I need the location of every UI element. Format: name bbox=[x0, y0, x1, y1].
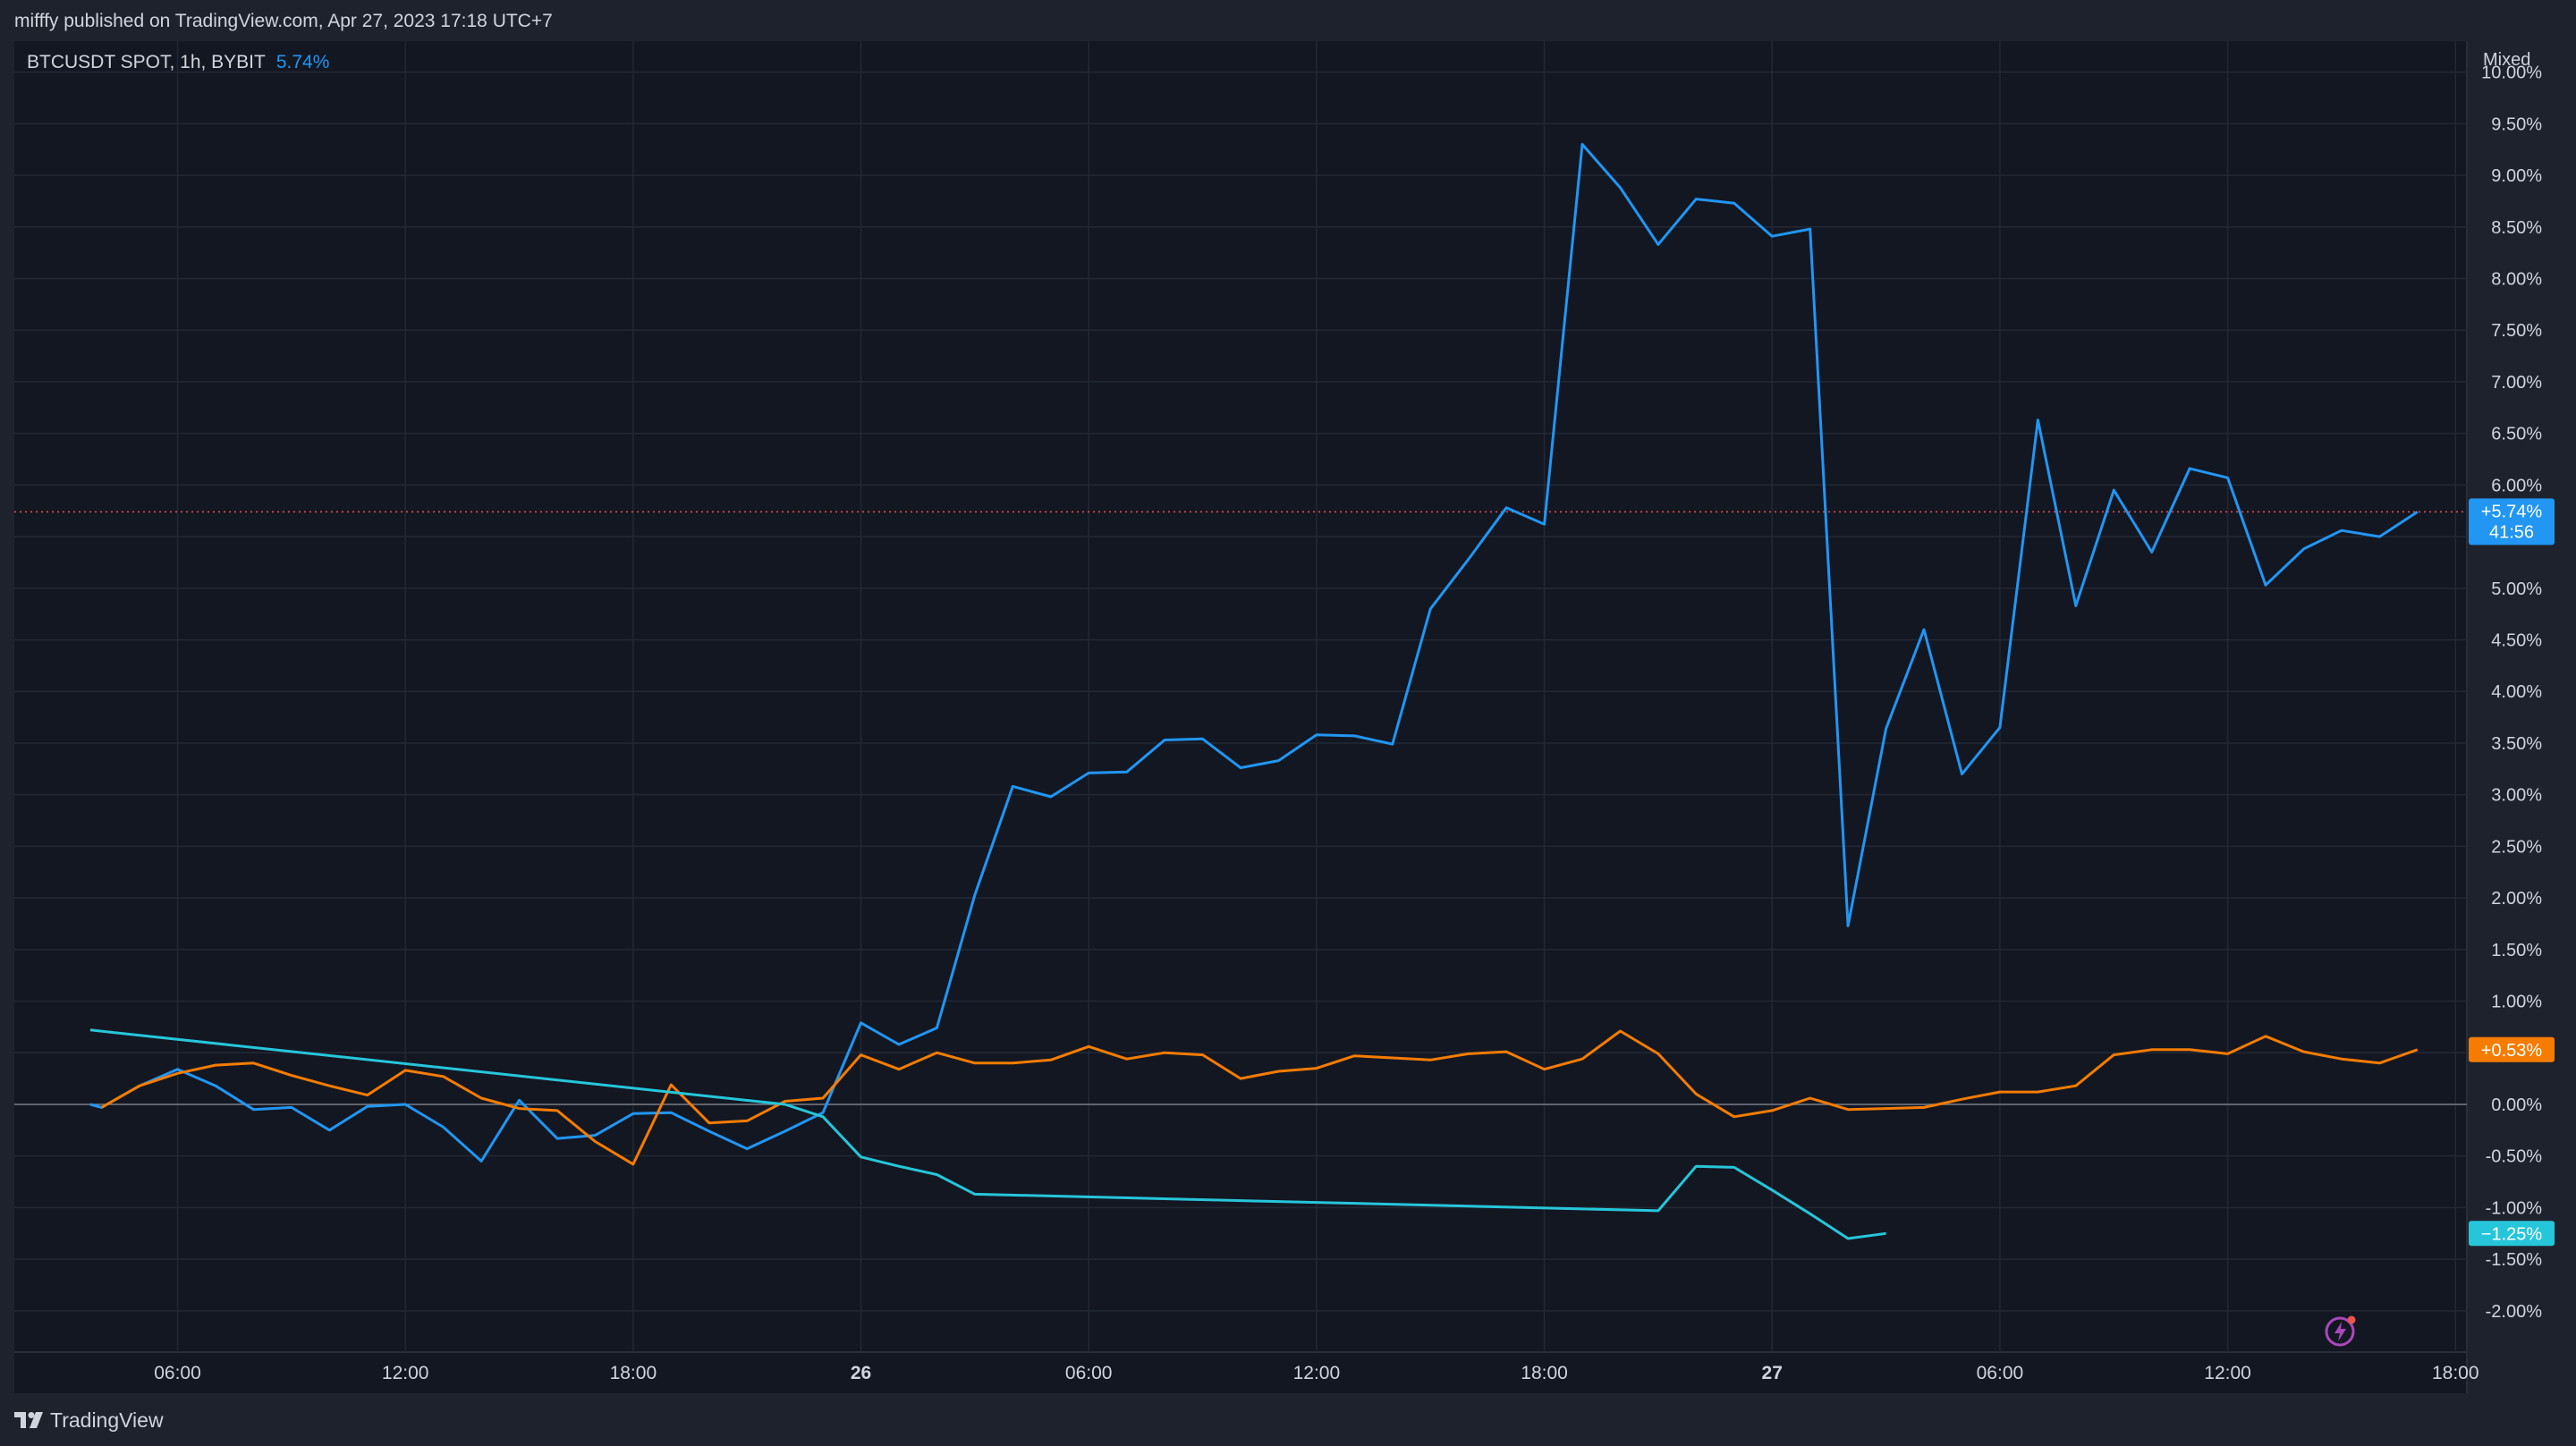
y-tick-label: 9.50% bbox=[2491, 114, 2542, 134]
tradingview-wordmark: TradingView bbox=[50, 1408, 164, 1432]
series-line-3[interactable] bbox=[89, 1028, 1886, 1240]
series-line-2[interactable] bbox=[100, 1029, 2419, 1166]
bar-countdown-text: 41:56 bbox=[2489, 522, 2534, 542]
last-value-badge-3 bbox=[2469, 1221, 2555, 1247]
y-tick-label: 7.00% bbox=[2491, 373, 2542, 393]
published-info: mifffy published on TradingView.com, Apr… bbox=[14, 11, 553, 31]
series-group bbox=[89, 142, 2419, 1240]
last-value-text-1: +5.74% bbox=[2481, 502, 2543, 521]
x-tick-label: 12:00 bbox=[382, 1363, 429, 1383]
lightning-bolt-icon[interactable] bbox=[2324, 1314, 2360, 1349]
y-tick-label: -2.00% bbox=[2486, 1302, 2543, 1322]
y-tick-label: 2.50% bbox=[2491, 837, 2542, 857]
time-axis[interactable]: 06:00 12:00 18:00 26 06:00 12:00 18:00 27 06:00 1… bbox=[154, 1363, 2479, 1383]
tradingview-brand[interactable]: TradingView bbox=[14, 1407, 164, 1433]
last-value-text-3: −1.25% bbox=[2481, 1224, 2543, 1244]
y-tick-label: 3.00% bbox=[2491, 786, 2542, 806]
last-value-text-2: +0.53% bbox=[2481, 1041, 2543, 1061]
symbol-name[interactable]: BTCUSDT SPOT, 1h, BYBIT bbox=[27, 52, 266, 72]
y-tick-label: 7.50% bbox=[2491, 321, 2542, 341]
x-tick-label: 27 bbox=[1762, 1363, 1783, 1383]
x-tick-label: 18:00 bbox=[1521, 1363, 1568, 1383]
y-tick-label: 6.50% bbox=[2491, 425, 2542, 444]
last-value-badge-2 bbox=[2469, 1036, 2555, 1062]
y-tick-label: 10.00% bbox=[2481, 63, 2542, 83]
plot-area[interactable] bbox=[14, 41, 2467, 1393]
symbol-change: 5.74% bbox=[275, 52, 330, 72]
y-tick-label: 8.00% bbox=[2491, 269, 2542, 289]
tradingview-logo-icon bbox=[14, 1412, 43, 1428]
scale-mode-label[interactable]: Mixed bbox=[2483, 50, 2531, 70]
last-value-badge-1 bbox=[2469, 498, 2555, 545]
y-tick-label: 1.00% bbox=[2491, 993, 2542, 1012]
y-tick-label: 2.00% bbox=[2491, 889, 2542, 909]
x-tick-label: 18:00 bbox=[610, 1363, 657, 1383]
x-tick-label: 12:00 bbox=[1293, 1363, 1341, 1383]
top-bar: mifffy published on TradingView.com, Apr… bbox=[0, 0, 2576, 41]
y-tick-label: -0.50% bbox=[2486, 1147, 2543, 1167]
price-axis[interactable]: 10.00% 9.50% 9.00% 8.50% 8.00% 7.50% 7.00% 6.50… bbox=[2481, 63, 2542, 1322]
y-tick-label: 4.00% bbox=[2491, 682, 2542, 702]
y-tick-label: 9.00% bbox=[2491, 166, 2542, 186]
y-tick-label: -1.50% bbox=[2486, 1250, 2543, 1270]
y-tick-label: 6.00% bbox=[2491, 476, 2542, 495]
last-value-labels: +5.74%41:56 +0.53% −1.25% bbox=[2469, 498, 2555, 1247]
grid bbox=[14, 41, 2467, 1352]
x-tick-label: 06:00 bbox=[1065, 1363, 1113, 1383]
x-tick-label: 18:00 bbox=[2432, 1363, 2479, 1383]
series-line-1[interactable] bbox=[89, 142, 2419, 1163]
y-tick-label: 4.50% bbox=[2491, 631, 2542, 651]
y-tick-label: 1.50% bbox=[2491, 941, 2542, 960]
x-tick-label: 06:00 bbox=[1977, 1363, 2024, 1383]
symbol-legend[interactable]: BTCUSDT SPOT, 1h, BYBIT 5.74% bbox=[27, 52, 329, 73]
x-tick-label: 06:00 bbox=[154, 1363, 201, 1383]
y-tick-label: -1.00% bbox=[2486, 1198, 2543, 1218]
bottom-bar bbox=[0, 1393, 2576, 1446]
y-tick-label: 8.50% bbox=[2491, 218, 2542, 238]
y-tick-label: 5.00% bbox=[2491, 579, 2542, 599]
y-tick-label: 3.50% bbox=[2491, 734, 2542, 754]
y-tick-label: 0.00% bbox=[2491, 1095, 2542, 1115]
x-tick-label: 26 bbox=[851, 1363, 871, 1383]
x-tick-label: 12:00 bbox=[2204, 1363, 2251, 1383]
